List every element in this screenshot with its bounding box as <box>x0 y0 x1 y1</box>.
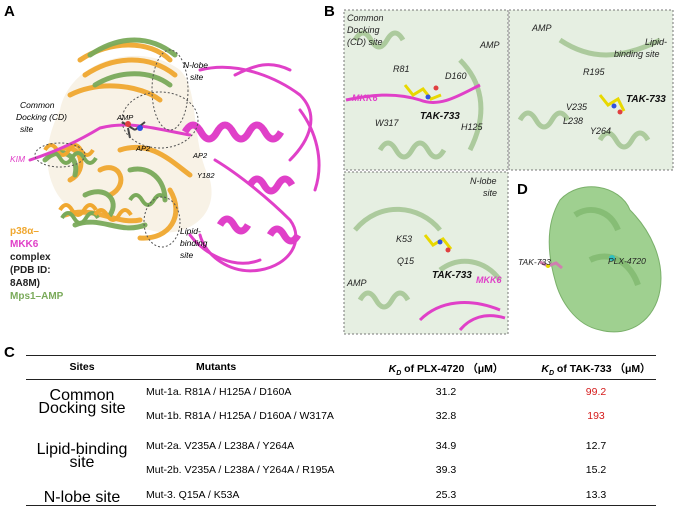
header-kd-plx: KD of PLX-4720 （μM） <box>388 363 504 378</box>
label-ap2-left: AP2 <box>135 144 151 153</box>
kd-plx-cell: 25.3 <box>435 489 457 501</box>
mutant-cell: Mut-1b. R81A / H125A / D160A / W317A <box>146 410 334 422</box>
label-cd-line2: Docking (CD) <box>16 112 67 122</box>
site-lipid: Lipid-binding site <box>36 441 128 471</box>
mutant-cell: Mut-3. Q15A / K53A <box>146 489 240 501</box>
b-cd-title-line3: (CD) site <box>347 37 383 47</box>
mutant-cell: Mut-2a. V235A / L238A / Y264A <box>146 440 295 452</box>
label-lipid-line2: binding <box>180 238 208 248</box>
b-lipid-v235: V235 <box>566 102 588 112</box>
kd-tak-cell: 15.2 <box>585 464 607 476</box>
b-cd-d160: D160 <box>445 71 467 81</box>
panel-letter-b: B <box>324 3 335 20</box>
figure-graphics: N-lobe site Common Docking (CD) site AMP… <box>10 9 674 335</box>
legend-complex-line3: 8A8M) <box>10 278 40 289</box>
b-cd-amp: AMP <box>479 40 500 50</box>
b-cd-r81: R81 <box>393 64 410 74</box>
legend-mps1: Mps1–AMP <box>10 291 64 302</box>
panel-d-surface <box>539 186 662 333</box>
kd-plx-cell: 39.3 <box>435 464 457 476</box>
site-nlobe: N-lobe site <box>43 489 121 506</box>
panel-letter-c: C <box>4 344 15 361</box>
label-cd-line1: Common <box>20 100 55 110</box>
b-cd-title-line2: Docking <box>347 25 380 35</box>
label-kim: KIM <box>10 154 26 164</box>
b-lipid-title-line2: binding site <box>614 49 660 59</box>
b-nlobe-mkk6: MKK6 <box>476 275 502 285</box>
panel-a-structure <box>28 37 321 273</box>
b-cd-mkk6: MKK6 <box>352 93 378 103</box>
header-mutants: Mutants <box>196 361 237 373</box>
b-nlobe-amp: AMP <box>346 278 367 288</box>
b-lipid-y264: Y264 <box>590 126 611 136</box>
b-nlobe-title-line1: N-lobe <box>470 176 497 186</box>
b-lipid-title-line1: Lipid- <box>645 37 667 47</box>
panel-b-boxes <box>343 9 674 335</box>
b-nlobe-q15: Q15 <box>397 256 415 266</box>
b-lipid-tak: TAK-733 <box>626 94 666 105</box>
kd-tak-cell: 193 <box>587 410 605 422</box>
kd-tak-cell: 13.3 <box>585 489 607 501</box>
legend-p38a: p38α– <box>10 226 39 237</box>
b-cd-h125: H125 <box>461 122 484 132</box>
kd-plx-cell: 34.9 <box>435 440 457 452</box>
legend-mkk6: MKK6 <box>10 239 39 250</box>
b-cd-tak: TAK-733 <box>420 111 460 122</box>
label-ap2-right: AP2 <box>192 151 208 160</box>
panel-letter-d: D <box>517 181 528 198</box>
kd-tak-cell: 12.7 <box>585 440 607 452</box>
label-amp-a: AMP <box>116 113 133 122</box>
label-n-lobe-line2: site <box>190 72 204 82</box>
header-sites: Sites <box>69 361 95 373</box>
mutant-cell: Mut-2b. V235A / L238A / Y264A / R195A <box>146 464 335 476</box>
table-bottom-rule <box>26 505 656 506</box>
legend-complex-line1: complex <box>10 252 51 263</box>
label-n-lobe-line1: N-lobe <box>183 60 208 70</box>
panel-letter-a: A <box>4 3 15 20</box>
label-lipid-line3: site <box>180 250 194 260</box>
d-tak: TAK-733 <box>518 257 551 267</box>
d-plx: PLX-4720 <box>608 256 646 266</box>
label-lipid-line1: Lipid- <box>180 226 201 236</box>
b-lipid-l238: L238 <box>563 116 583 126</box>
b-lipid-r195: R195 <box>583 67 606 77</box>
kd-plx-cell: 31.2 <box>435 386 457 398</box>
b-nlobe-tak: TAK-733 <box>432 270 472 281</box>
table-header-rule <box>26 379 656 380</box>
b-lipid-amp: AMP <box>531 23 552 33</box>
mutant-cell: Mut-1a. R81A / H125A / D160A <box>146 386 292 398</box>
table-top-rule <box>26 355 656 356</box>
b-cd-w317: W317 <box>375 118 400 128</box>
kd-plx-cell: 32.8 <box>435 410 457 422</box>
b-cd-title-line1: Common <box>347 13 384 23</box>
label-y182: Y182 <box>197 171 215 180</box>
legend-complex-line2: (PDB ID: <box>10 265 51 276</box>
label-cd-line3: site <box>20 124 34 134</box>
b-nlobe-k53: K53 <box>396 234 412 244</box>
b-nlobe-title-line2: site <box>483 188 497 198</box>
kd-tak-cell: 99.2 <box>585 386 607 398</box>
header-kd-tak: KD of TAK-733 （μM） <box>541 363 651 378</box>
site-cd: Common Docking site <box>38 387 126 417</box>
